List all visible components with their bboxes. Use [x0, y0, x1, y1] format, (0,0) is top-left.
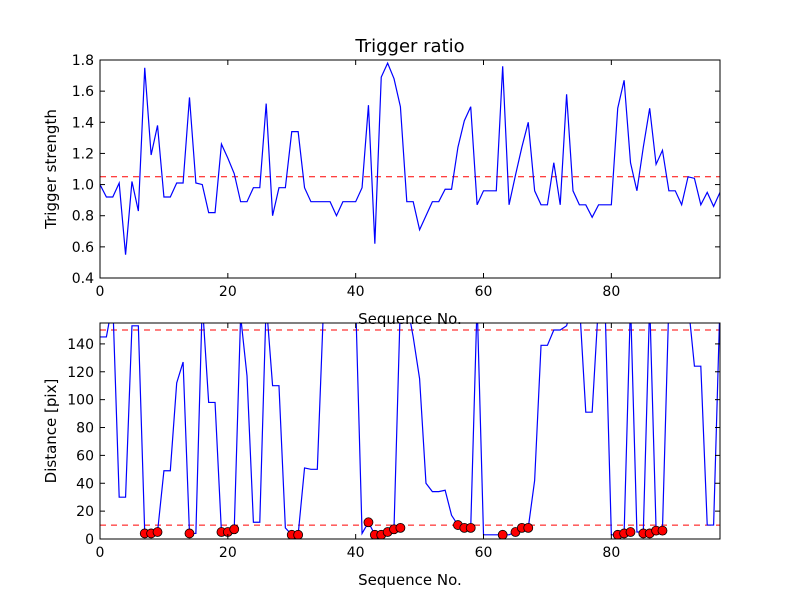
x-tick-label: 0	[96, 284, 105, 300]
data-point	[395, 522, 406, 533]
x-axis-label: Sequence No.	[358, 310, 462, 328]
y-tick-label: 1.0	[72, 178, 94, 194]
data-point	[363, 517, 374, 528]
chart-title: Trigger ratio	[354, 36, 464, 57]
y-tick-label: 0.4	[72, 271, 94, 287]
data-point	[625, 527, 636, 537]
data-point	[229, 524, 240, 535]
y-tick-label: 1.4	[72, 115, 94, 131]
y-tick-label: 0	[85, 532, 94, 548]
x-tick-label: 60	[475, 284, 493, 300]
data-point	[184, 528, 195, 539]
y-tick-label: 0.6	[72, 240, 94, 256]
data-point	[523, 522, 534, 533]
y-tick-label: 60	[76, 448, 94, 464]
x-axis-label: Sequence No.	[358, 571, 462, 589]
data-point	[293, 529, 304, 539]
x-tick-label: 20	[219, 545, 237, 561]
x-tick-label: 20	[219, 284, 237, 300]
y-tick-label: 100	[67, 393, 94, 409]
distance-panel: 0 20 40 60 80 0 20 40 60 80 100 120 140 Sequence No.…	[42, 322, 721, 589]
trigger-ratio-panel: 0 20 40 60 80 0.4 0.6 0.8 1.0 1.2 1.4 1.6 1.8 Trigge…	[42, 36, 721, 328]
y-axis-label: Trigger strength	[42, 109, 60, 230]
x-tick-label: 40	[347, 284, 365, 300]
y-tick-label: 40	[76, 476, 94, 492]
x-tick-label: 80	[602, 284, 620, 300]
plot-frame	[99, 322, 721, 540]
x-tick-label: 60	[475, 545, 493, 561]
y-tick-label: 120	[67, 365, 94, 381]
y-axis-label: Distance [pix]	[42, 379, 60, 484]
y-tick-label: 1.2	[72, 146, 94, 162]
y-tick-label: 80	[76, 421, 94, 437]
y-tick-label: 1.8	[72, 53, 94, 69]
data-point	[657, 525, 668, 536]
data-point	[497, 529, 508, 539]
series-line	[100, 323, 720, 536]
y-tick-label: 140	[67, 337, 94, 353]
x-tick-label: 0	[96, 545, 105, 561]
x-tick-label: 80	[602, 545, 620, 561]
data-point	[465, 522, 476, 533]
plot-frame	[99, 59, 721, 279]
x-tick-label: 40	[347, 545, 365, 561]
y-tick-label: 20	[76, 504, 94, 520]
y-tick-label: 0.8	[72, 209, 94, 225]
y-tick-label: 1.6	[72, 84, 94, 100]
data-point	[152, 527, 163, 537]
series-line	[100, 61, 720, 255]
